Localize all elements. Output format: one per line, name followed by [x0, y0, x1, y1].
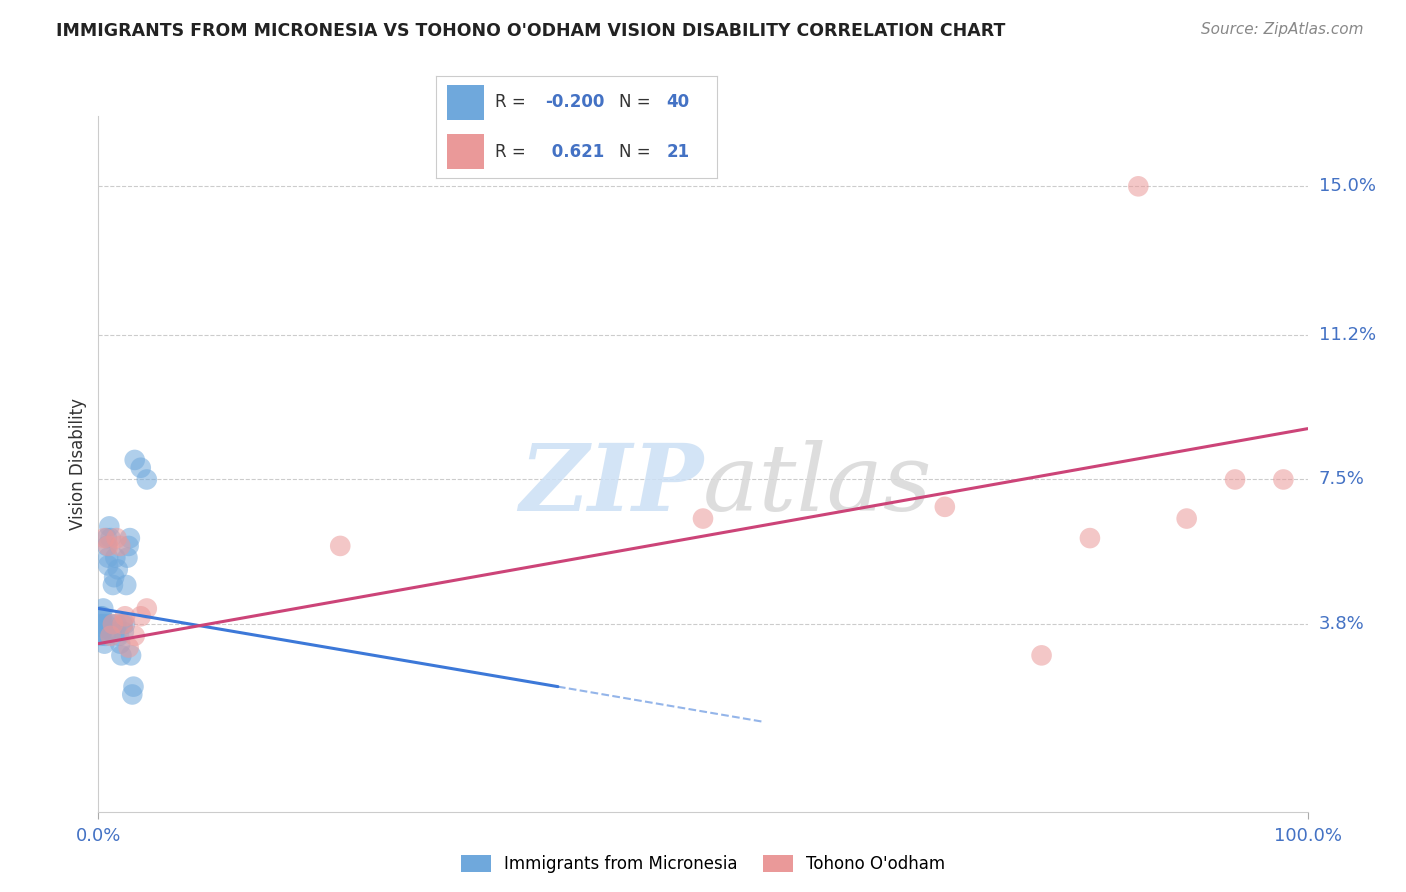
Text: R =: R =: [495, 143, 526, 161]
Point: [104, 550, 127, 565]
Text: 3.8%: 3.8%: [1319, 615, 1364, 633]
Point: [101, 617, 124, 632]
Point: [93, 637, 115, 651]
Point: [112, 624, 135, 639]
Point: [91, 624, 114, 639]
Point: [329, 539, 352, 553]
Point: [94, 629, 117, 643]
Point: [100, 531, 122, 545]
Point: [1078, 531, 1101, 545]
Point: [934, 500, 956, 514]
Point: [89, 617, 111, 632]
Point: [121, 688, 143, 702]
Point: [120, 648, 142, 663]
Point: [96, 539, 118, 553]
Point: [97, 539, 120, 553]
Point: [90, 609, 112, 624]
Text: ZIP: ZIP: [519, 440, 703, 530]
Point: [135, 601, 157, 615]
Point: [117, 550, 139, 565]
Point: [111, 617, 134, 632]
Point: [96, 531, 118, 545]
Point: [129, 609, 152, 624]
Point: [98, 519, 121, 533]
Point: [1272, 473, 1295, 487]
Legend: Immigrants from Micronesia, Tohono O'odham: Immigrants from Micronesia, Tohono O'odh…: [454, 848, 952, 880]
Point: [129, 460, 152, 475]
Point: [105, 531, 128, 545]
Text: -0.200: -0.200: [546, 94, 605, 112]
Point: [97, 550, 120, 565]
Point: [91, 609, 114, 624]
Point: [124, 629, 146, 643]
Point: [91, 617, 114, 632]
Point: [108, 539, 131, 553]
Point: [97, 558, 120, 573]
Point: [100, 629, 122, 643]
Y-axis label: Vision Disability: Vision Disability: [69, 398, 87, 530]
Point: [1223, 473, 1246, 487]
Point: [100, 624, 122, 639]
Point: [118, 640, 141, 655]
Text: N =: N =: [619, 94, 650, 112]
Point: [93, 621, 115, 635]
Point: [118, 539, 141, 553]
Point: [118, 531, 141, 545]
Point: [101, 578, 124, 592]
Text: 0.621: 0.621: [546, 143, 603, 161]
Bar: [447, 85, 484, 120]
Text: Source: ZipAtlas.com: Source: ZipAtlas.com: [1201, 22, 1364, 37]
Point: [124, 453, 146, 467]
Text: R =: R =: [495, 94, 526, 112]
Point: [103, 570, 125, 584]
Point: [107, 562, 129, 576]
Text: N =: N =: [619, 143, 650, 161]
Point: [110, 648, 132, 663]
Point: [135, 473, 157, 487]
Point: [122, 680, 145, 694]
Point: [1128, 179, 1150, 194]
Point: [108, 637, 131, 651]
Point: [115, 578, 138, 592]
Point: [114, 617, 136, 632]
Point: [114, 609, 136, 624]
Text: IMMIGRANTS FROM MICRONESIA VS TOHONO O'ODHAM VISION DISABILITY CORRELATION CHART: IMMIGRANTS FROM MICRONESIA VS TOHONO O'O…: [56, 22, 1005, 40]
Text: 21: 21: [666, 143, 689, 161]
Point: [93, 531, 115, 545]
Point: [108, 629, 131, 643]
Point: [90, 629, 112, 643]
Point: [100, 617, 122, 632]
Text: 40: 40: [666, 94, 689, 112]
Point: [1031, 648, 1053, 663]
Point: [111, 617, 134, 632]
Point: [1175, 511, 1198, 525]
Text: 7.5%: 7.5%: [1319, 470, 1365, 489]
Text: 11.2%: 11.2%: [1319, 326, 1376, 343]
Bar: [447, 135, 484, 169]
Point: [692, 511, 714, 525]
Point: [105, 617, 128, 632]
Point: [91, 601, 114, 615]
Point: [94, 617, 117, 632]
Text: 15.0%: 15.0%: [1319, 178, 1375, 195]
Text: atlas: atlas: [703, 440, 932, 530]
